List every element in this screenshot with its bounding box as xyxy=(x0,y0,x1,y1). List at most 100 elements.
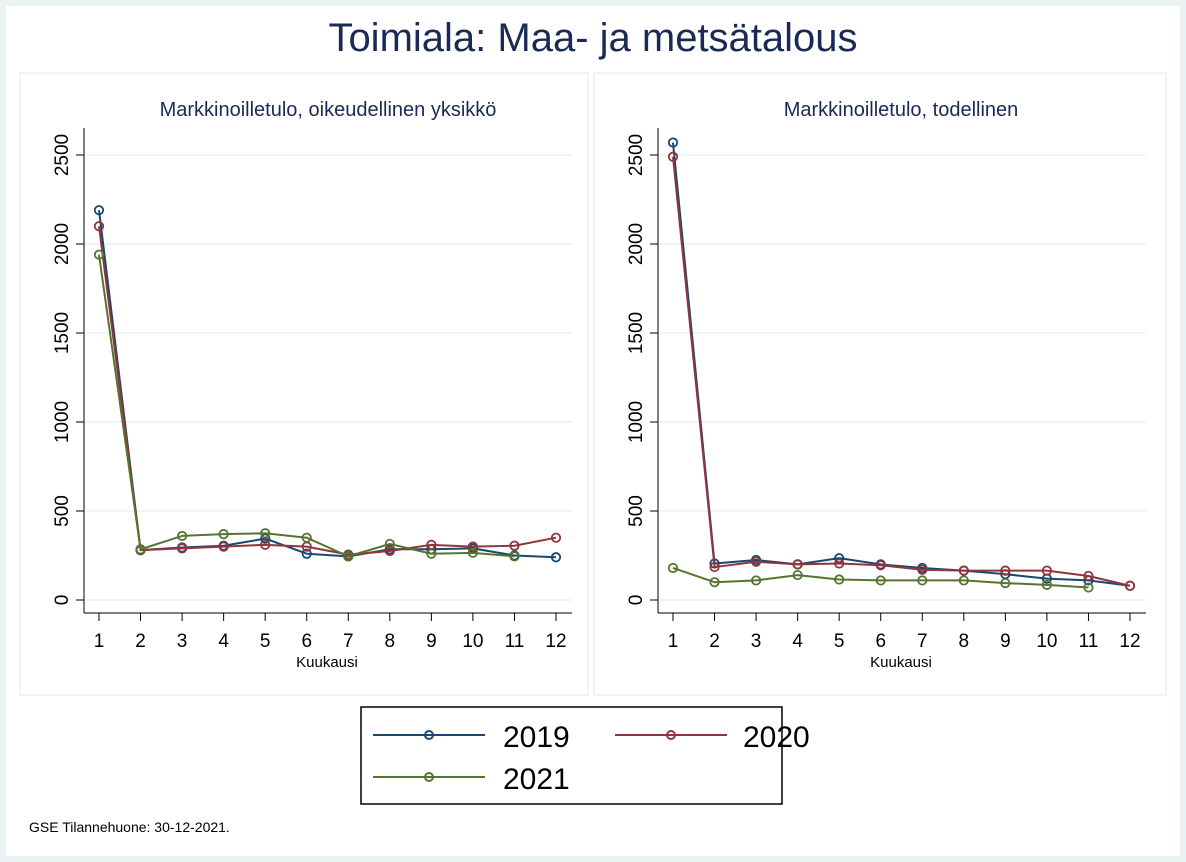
x-tick-label: 7 xyxy=(917,631,928,652)
legend-label-2019: 2019 xyxy=(503,721,570,754)
data-point-2021 xyxy=(467,547,479,558)
data-point-2021 xyxy=(509,551,520,562)
legend-label-2021: 2021 xyxy=(503,763,570,796)
x-tick-label: 10 xyxy=(462,631,483,652)
data-point-2021 xyxy=(260,528,271,539)
data-point-2020 xyxy=(1000,565,1011,576)
data-point-2020 xyxy=(1083,570,1094,582)
panel-left-frame xyxy=(19,72,589,696)
panel-right: Markkinoilletulo, todellinen 0 500 1000 1500… xyxy=(626,99,1146,671)
data-point-2019 xyxy=(550,552,562,563)
x-tick-label: 6 xyxy=(301,631,312,652)
y-tick-label: 1500 xyxy=(626,312,647,354)
series-2020 xyxy=(667,151,1136,591)
data-point-2021 xyxy=(384,538,395,550)
x-tick-label: 5 xyxy=(260,631,271,652)
x-tick-label: 11 xyxy=(1079,631,1099,652)
data-point-2020 xyxy=(958,565,969,576)
data-point-2021 xyxy=(1041,579,1053,590)
legend-marker-2020 xyxy=(666,730,676,740)
panel-title: Markkinoilletulo, todellinen xyxy=(784,99,1019,121)
legend-item-2020: 2020 xyxy=(615,721,810,754)
data-point-2020 xyxy=(550,532,562,543)
series-line-2021 xyxy=(672,567,1089,589)
x-tick-label: 1 xyxy=(94,631,105,652)
data-point-2021 xyxy=(709,577,720,588)
data-point-2020 xyxy=(176,543,188,554)
x-tick-label: 6 xyxy=(875,631,886,652)
main-title: Toimiala: Maa- ja metsätalous xyxy=(328,16,858,60)
series-2021 xyxy=(93,249,520,562)
data-point-2021 xyxy=(93,249,105,260)
series-line-2019 xyxy=(672,142,1131,587)
y-tick-label: 1500 xyxy=(52,312,73,354)
x-tick-label: 8 xyxy=(959,631,970,652)
x-tick-label: 7 xyxy=(343,631,354,652)
data-point-2020 xyxy=(750,556,762,567)
y-tick-label: 2500 xyxy=(626,134,647,176)
data-point-2020 xyxy=(917,564,928,575)
legend-marker-2019 xyxy=(424,730,434,740)
data-point-2020 xyxy=(93,221,105,232)
x-tick-label: 1 xyxy=(668,631,679,652)
legend: 2019 2020 2021 xyxy=(360,706,810,805)
footer-note: GSE Tilannehuone: 30-12-2021. xyxy=(29,819,230,835)
data-point-2020 xyxy=(384,545,395,557)
data-point-2019 xyxy=(834,553,845,564)
series-line-2020 xyxy=(672,156,1131,587)
data-point-2021 xyxy=(176,530,188,542)
x-tick-label: 8 xyxy=(385,631,396,652)
x-tick-label: 2 xyxy=(709,631,720,652)
y-tick-label: 2000 xyxy=(626,223,647,265)
data-point-2020 xyxy=(792,559,803,570)
data-point-2021 xyxy=(792,569,803,581)
panel-right-frame xyxy=(593,72,1167,696)
data-point-2021 xyxy=(917,575,928,586)
y-tick-label: 0 xyxy=(626,595,647,606)
y-tick-label: 2000 xyxy=(52,223,73,265)
x-tick-label: 12 xyxy=(1119,631,1140,652)
legend-item-2021: 2021 xyxy=(373,763,570,796)
y-tick-label: 500 xyxy=(52,495,73,527)
x-tick-label: 4 xyxy=(218,631,229,652)
data-point-2021 xyxy=(1000,577,1011,589)
panel-left: Markkinoilletulo, oikeudellinen yksikkö 0… xyxy=(52,99,572,671)
data-point-2020 xyxy=(467,541,479,552)
data-point-2019 xyxy=(93,205,105,216)
data-point-2019 xyxy=(301,548,312,559)
series-line-2020 xyxy=(98,226,557,556)
data-point-2021 xyxy=(218,529,229,540)
series-line-2021 xyxy=(98,254,515,558)
x-tick-label: 4 xyxy=(792,631,803,652)
data-point-2020 xyxy=(875,560,886,571)
data-point-2021 xyxy=(958,575,969,586)
x-tick-label: 10 xyxy=(1036,631,1057,652)
x-axis-label: Kuukausi xyxy=(296,654,358,671)
y-tick-label: 1000 xyxy=(626,401,647,443)
x-tick-label: 3 xyxy=(177,631,188,652)
data-point-2020 xyxy=(834,558,845,569)
x-tick-label: 9 xyxy=(1000,631,1011,652)
x-tick-label: 5 xyxy=(834,631,845,652)
data-point-2020 xyxy=(260,539,271,550)
legend-item-2019: 2019 xyxy=(373,721,570,754)
data-point-2020 xyxy=(667,151,679,162)
data-point-2021 xyxy=(301,532,312,543)
legend-marker-2021 xyxy=(424,772,434,782)
y-tick-label: 500 xyxy=(626,495,647,527)
data-point-2021 xyxy=(875,575,886,586)
data-point-2020 xyxy=(1041,565,1053,576)
panel-title: Markkinoilletulo, oikeudellinen yksikkö xyxy=(160,99,497,121)
legend-box xyxy=(360,706,783,805)
data-point-2020 xyxy=(709,561,720,573)
x-tick-label: 12 xyxy=(545,631,566,652)
x-tick-label: 11 xyxy=(505,631,525,652)
data-point-2020 xyxy=(1124,580,1136,591)
x-tick-label: 9 xyxy=(426,631,437,652)
data-point-2021 xyxy=(135,544,146,555)
data-point-2021 xyxy=(834,574,845,585)
y-tick-label: 0 xyxy=(52,595,73,606)
data-point-2020 xyxy=(509,540,520,551)
x-axis-label: Kuukausi xyxy=(870,654,932,671)
